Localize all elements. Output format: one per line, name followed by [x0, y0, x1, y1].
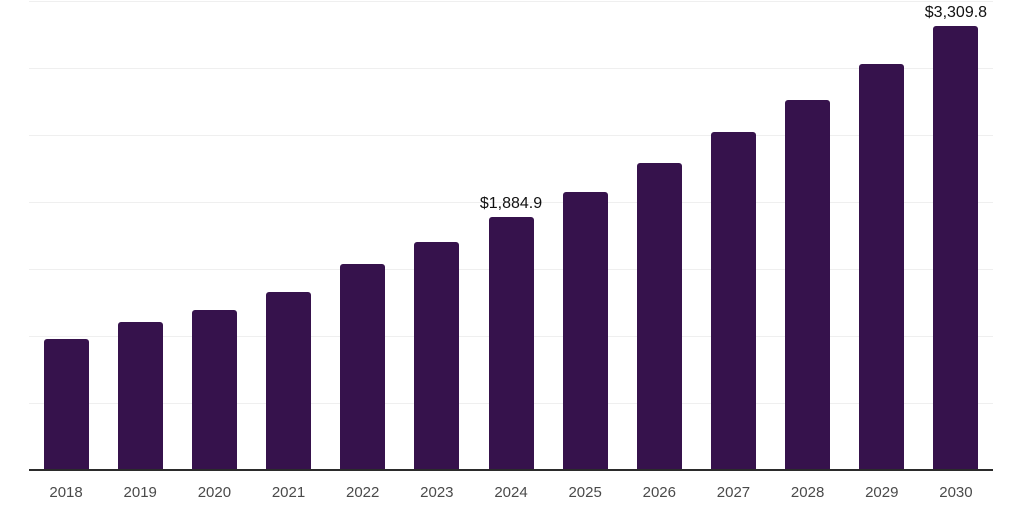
- bar-2030[interactable]: [933, 26, 979, 470]
- x-tick-label-2020: 2020: [197, 484, 232, 501]
- gridline-2500: [29, 135, 993, 136]
- x-tick-label-2018: 2018: [49, 484, 83, 501]
- gridline-3500: [29, 1, 993, 2]
- x-tick-label-2023: 2023: [420, 484, 454, 501]
- gridline-2000: [29, 202, 993, 203]
- bar-2027[interactable]: [710, 132, 756, 470]
- bar-2026[interactable]: [636, 162, 682, 470]
- bar-2025[interactable]: [562, 191, 608, 470]
- bar-2029[interactable]: [859, 64, 905, 470]
- bar-2021[interactable]: [266, 291, 312, 470]
- bar-2028[interactable]: [785, 99, 831, 470]
- data-label-2024: $1,884.9: [479, 195, 543, 213]
- x-axis-line: [29, 469, 993, 471]
- x-tick-label-2028: 2028: [790, 484, 825, 501]
- bar-2020[interactable]: [191, 310, 237, 470]
- gridline-3000: [29, 68, 993, 69]
- bar-2019[interactable]: [117, 322, 163, 470]
- x-tick-label-2029: 2029: [865, 484, 899, 501]
- data-label-2030: $3,309.8: [924, 4, 988, 22]
- x-tick-label-2027: 2027: [716, 484, 751, 501]
- x-tick-label-2021: 2021: [271, 484, 306, 501]
- x-tick-label-2026: 2026: [642, 484, 676, 501]
- bar-2022[interactable]: [340, 264, 386, 470]
- x-tick-label-2025: 2025: [568, 484, 602, 501]
- bar-2024[interactable]: [488, 217, 534, 470]
- x-tick-label-2022: 2022: [346, 484, 380, 501]
- x-tick-label-2030: 2030: [939, 484, 973, 501]
- x-tick-label-2024: 2024: [494, 484, 528, 501]
- x-tick-label-2019: 2019: [123, 484, 157, 501]
- bar-2023[interactable]: [414, 242, 460, 470]
- bar-2018[interactable]: [43, 339, 89, 470]
